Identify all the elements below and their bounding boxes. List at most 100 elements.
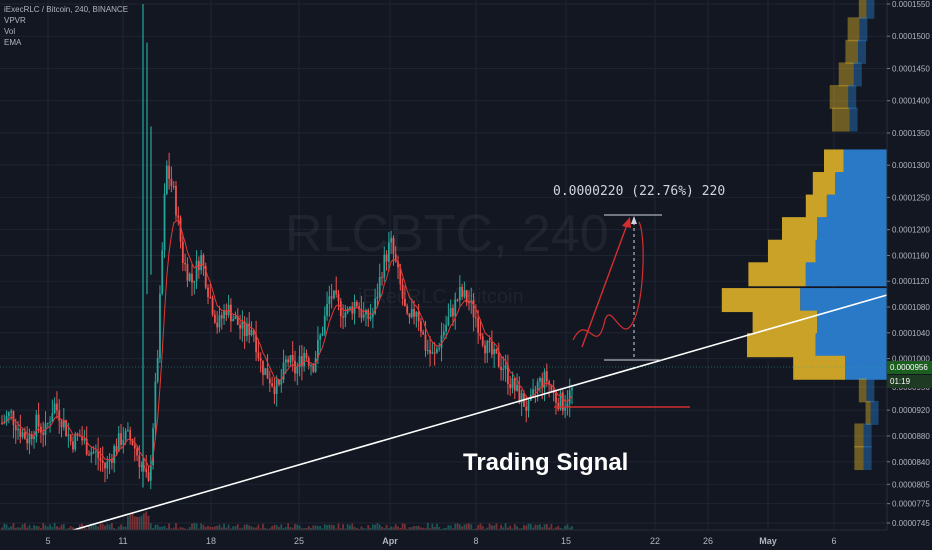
volume-bar: [101, 524, 104, 530]
volume-bar: [468, 523, 470, 530]
candle-body: [298, 356, 301, 367]
volume-bar: [369, 527, 372, 530]
vp-bar-up: [858, 39, 866, 64]
candle-body: [564, 407, 567, 411]
volume-bar: [60, 524, 63, 530]
candle-body: [12, 411, 15, 425]
candle-body: [170, 178, 173, 186]
candle-body: [406, 306, 409, 314]
candle-body: [442, 331, 445, 336]
candle-body: [179, 217, 182, 242]
volume-bar: [470, 524, 473, 530]
volume-bar: [509, 525, 512, 530]
volume-bar: [440, 528, 443, 530]
volume-bar: [484, 528, 486, 530]
legend-indicator-vol[interactable]: Vol: [4, 27, 16, 36]
legend-symbol[interactable]: iExecRLC / Bitcoin, 240, BINANCE: [4, 5, 129, 14]
price-tick-label: 0.0001550: [892, 0, 930, 9]
vp-bar-down: [768, 239, 816, 264]
time-axis[interactable]: 5 11 18 25 Apr 8 15 22 26 May 6: [0, 529, 887, 550]
candle-body: [223, 310, 225, 319]
candle-body: [99, 457, 102, 461]
candle-body: [239, 324, 241, 329]
candle-body: [172, 185, 175, 187]
volume-bar: [239, 528, 241, 530]
volume-bar: [220, 527, 223, 530]
volume-bar: [493, 525, 496, 530]
volume-bar: [284, 526, 287, 530]
volume-bar: [452, 528, 454, 530]
volume-bar: [438, 527, 441, 530]
volume-bar: [362, 528, 365, 530]
price-tick-label: 0.0001120: [892, 277, 930, 286]
candle-body: [88, 454, 90, 456]
legend-indicator-vpvr[interactable]: VPVR: [4, 16, 26, 25]
price-tick-label: 0.0000920: [892, 406, 930, 415]
volume-bar: [21, 524, 24, 530]
drawings[interactable]: [0, 214, 888, 532]
volume-bar: [401, 523, 404, 530]
volume-bar: [394, 524, 397, 530]
volume-bar: [360, 526, 363, 530]
candle-body: [106, 461, 109, 469]
candle-body: [26, 438, 29, 444]
time-tick-label: 11: [118, 536, 127, 546]
candle-body: [246, 323, 248, 337]
candle-body: [268, 378, 271, 384]
price-axis[interactable]: 0.0001550 0.0001500 0.0001450 0.0001400 0.00…: [886, 0, 932, 550]
volume-bar: [307, 526, 310, 530]
volume-bar: [204, 527, 207, 530]
volume-bar: [566, 524, 569, 530]
candle-body: [291, 355, 294, 361]
volume-bar: [365, 528, 367, 530]
candle-body: [394, 253, 397, 262]
candle-body: [534, 389, 537, 391]
candle-body: [520, 393, 523, 403]
volume-bar: [474, 528, 477, 530]
candle-body: [452, 307, 454, 317]
candle-body: [502, 368, 505, 371]
volume-bar: [271, 526, 274, 530]
volume-bar: [120, 524, 122, 530]
volume-bar: [397, 526, 399, 530]
trading-signal-text: Trading Signal: [463, 449, 629, 476]
volume-bar: [200, 523, 203, 530]
candle-body: [94, 451, 97, 453]
volume-bar: [209, 526, 212, 530]
vp-bar-down: [793, 355, 845, 380]
candle-body: [243, 321, 246, 337]
candle-body: [477, 318, 480, 333]
candle-body: [49, 421, 51, 423]
projection-wave: [572, 221, 644, 341]
vp-bar-down: [854, 423, 864, 448]
candle-body: [35, 414, 38, 437]
candle-body: [5, 416, 8, 422]
candle-body: [168, 165, 171, 179]
candle-body: [317, 339, 319, 359]
candle-body: [500, 366, 502, 371]
candle-body: [85, 438, 88, 455]
volume-bar: [156, 524, 159, 530]
candle-body: [273, 386, 276, 395]
volume-bar: [99, 523, 102, 530]
current-price-badge: 0.0000956: [887, 361, 932, 374]
candle-body: [410, 309, 413, 318]
volume-bar: [56, 526, 58, 530]
volume-bar: [479, 523, 482, 530]
candle-body: [376, 296, 379, 299]
volume-bar: [342, 524, 344, 530]
volume-bar: [172, 527, 175, 530]
candle-body: [383, 254, 386, 278]
volume-bar: [122, 526, 125, 530]
volume-bar: [246, 524, 248, 530]
candle-body: [46, 422, 49, 424]
price-tick-label: 0.0001500: [892, 32, 930, 41]
candle-body: [58, 410, 61, 422]
vp-bar-down: [858, 378, 867, 403]
candle-body: [493, 348, 496, 355]
volume-bar: [310, 527, 312, 530]
candle-body: [463, 290, 466, 297]
legend-indicator-ema[interactable]: EMA: [4, 38, 22, 47]
candle-body: [310, 365, 312, 367]
